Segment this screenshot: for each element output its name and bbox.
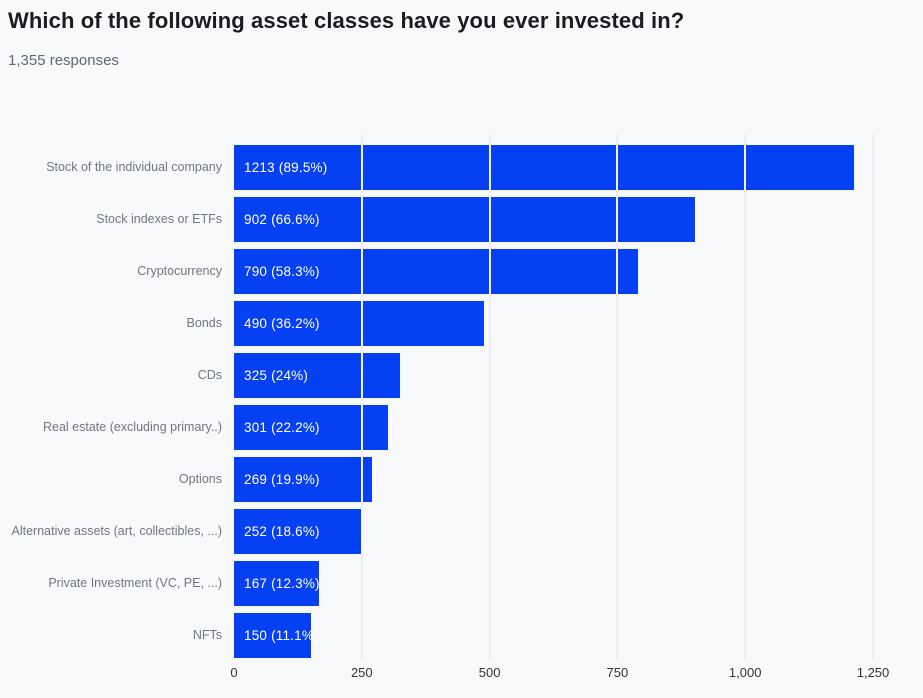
chart-row: CDs 325 (24%)	[198, 349, 873, 401]
bar-gridline-tick	[616, 248, 619, 294]
category-label: Real estate (excluding primary..)	[42, 420, 222, 434]
bar-gridline-tick	[360, 144, 363, 190]
bar-value-label: 150 (11.1%)	[244, 627, 319, 643]
gridline	[489, 134, 491, 660]
bar-gridline-tick	[360, 196, 363, 242]
bar-gridline-tick	[360, 352, 363, 398]
chart-row: Options 269 (19.9%)	[179, 453, 873, 505]
bar-gridline-tick	[488, 196, 491, 242]
chart-row: Stock of the individual company 1213 (89.…	[46, 141, 873, 193]
gridline	[744, 134, 746, 660]
bar: 790 (58.3%)	[234, 248, 638, 294]
chart-row: Real estate (excluding primary..) 301 (22…	[43, 401, 873, 453]
bar: 301 (22.2%)	[234, 404, 388, 450]
bar: 167 (12.3%)	[234, 560, 320, 606]
bar-gridline-tick	[360, 456, 363, 502]
category-label: NFTs	[192, 628, 222, 642]
bar-value-label: 790 (58.3%)	[244, 263, 320, 279]
x-axis-tick-label: 1,000	[728, 665, 762, 680]
x-axis-tick-label: 500	[478, 665, 501, 680]
bar-value-label: 1213 (89.5%)	[244, 159, 328, 175]
bar-value-label: 325 (24%)	[244, 367, 309, 383]
bar-value-label: 490 (36.2%)	[244, 315, 320, 331]
bar-gridline-tick	[488, 144, 491, 190]
bar-gridline-tick	[360, 508, 363, 554]
bar-gridline-tick	[360, 248, 363, 294]
chart-row: Cryptocurrency 790 (58.3%)	[137, 245, 873, 297]
x-axis-tick-label: 750	[606, 665, 629, 680]
rows-layer: Stock of the individual company 1213 (89.…	[12, 141, 873, 661]
bar: 150 (11.1%)	[234, 612, 319, 658]
chart-row: NFTs 150 (11.1%)	[193, 609, 873, 661]
chart-row: Bonds 490 (36.2%)	[187, 297, 873, 349]
bar-value-label: 252 (18.6%)	[244, 523, 320, 539]
bar-value-label: 902 (66.6%)	[244, 211, 320, 227]
x-axis-tick-label: 250	[350, 665, 373, 680]
bar-value-label: 167 (12.3%)	[244, 575, 320, 591]
bar: 1213 (89.5%)	[234, 144, 855, 190]
bar: 490 (36.2%)	[234, 300, 485, 346]
bar: 325 (24%)	[234, 352, 401, 398]
x-axis-tick-label: 1,250	[856, 665, 890, 680]
bar: 269 (19.9%)	[234, 456, 372, 502]
bar: 902 (66.6%)	[234, 196, 696, 242]
page-title: Which of the following asset classes hav…	[8, 8, 685, 33]
bar-value-label: 269 (19.9%)	[244, 471, 320, 487]
bar-gridline-tick	[360, 404, 363, 450]
bar-gridline-tick	[488, 248, 491, 294]
category-label: Stock indexes or ETFs	[96, 212, 222, 226]
bar-value-label: 301 (22.2%)	[244, 419, 320, 435]
category-label: Alternative assets (art, collectibles, .…	[11, 524, 223, 538]
bar: 252 (18.6%)	[234, 508, 363, 554]
category-label: Options	[178, 472, 222, 486]
chart-row: Stock indexes or ETFs 902 (66.6%)	[96, 193, 873, 245]
x-axis: 0 250 500 750 1,000 1,250	[230, 665, 889, 683]
category-label: Bonds	[186, 316, 222, 330]
bar-gridline-tick	[616, 196, 619, 242]
category-label: Cryptocurrency	[137, 264, 222, 278]
bar-gridline-tick	[360, 300, 363, 346]
x-axis-tick-label: 0	[230, 665, 238, 680]
bar-gridline-tick	[744, 144, 747, 190]
chart-row: Alternative assets (art, collectibles, .…	[12, 505, 873, 557]
category-label: Stock of the individual company	[46, 160, 222, 174]
gridline	[872, 134, 874, 660]
response-count: 1,355 responses	[8, 52, 119, 69]
plot-area: Stock of the individual company 1213 (89.…	[12, 134, 889, 680]
gridline	[616, 134, 618, 660]
category-label: CDs	[197, 368, 222, 382]
chart-row: Private Investment (VC, PE, ...) 167 (12.…	[48, 557, 873, 609]
category-label: Private Investment (VC, PE, ...)	[48, 576, 222, 590]
bar-gridline-tick	[616, 144, 619, 190]
